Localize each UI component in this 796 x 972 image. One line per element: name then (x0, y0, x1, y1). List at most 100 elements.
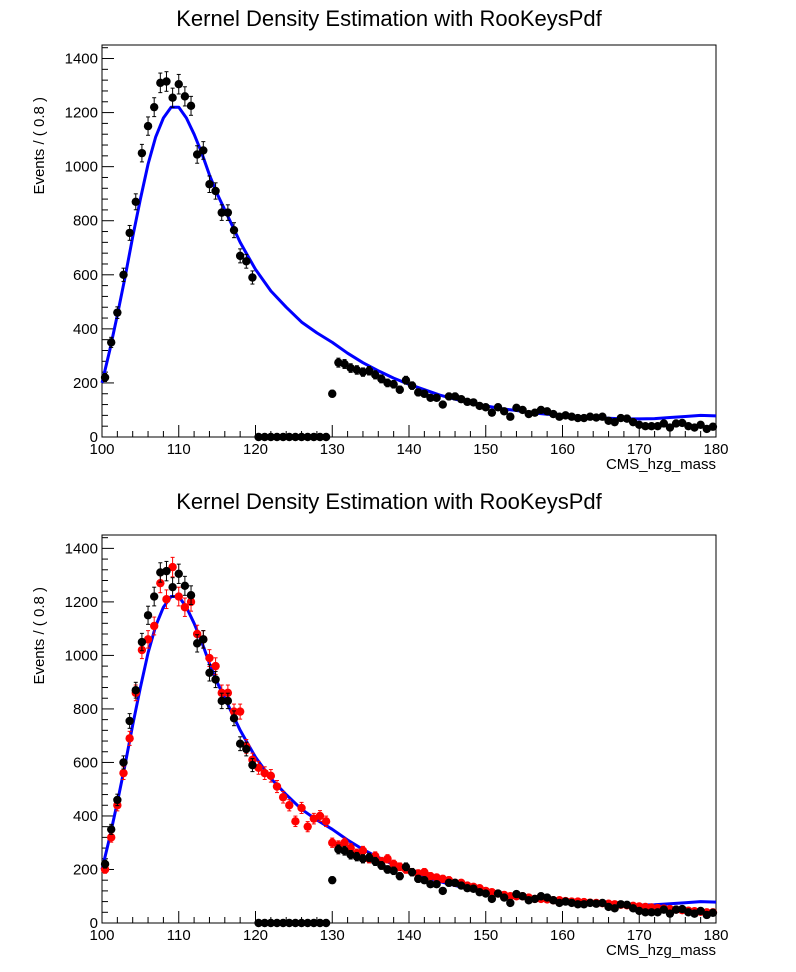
data-point (438, 400, 447, 409)
data-point (229, 225, 239, 235)
data-point (229, 714, 239, 723)
y-tick-label: 1400 (65, 51, 98, 68)
generated-point (291, 817, 300, 826)
data-point (131, 197, 140, 206)
data-point (518, 405, 527, 415)
data-point (168, 93, 177, 102)
data-point (340, 359, 349, 369)
data-point (493, 403, 503, 412)
data-point (315, 432, 325, 442)
data-point (248, 273, 257, 282)
data-point (125, 228, 134, 238)
data-point (487, 408, 497, 417)
data-point (499, 407, 509, 416)
x-tick-label: 120 (243, 927, 268, 944)
data-point (364, 853, 374, 862)
data-point (616, 900, 626, 909)
y-tick-label: 600 (73, 267, 98, 284)
data-point (235, 251, 245, 261)
generated-point (211, 661, 220, 671)
data-point (125, 716, 134, 726)
data-point (696, 906, 705, 916)
data-point (199, 146, 208, 155)
data-point (395, 871, 404, 881)
x-tick-label: 140 (396, 441, 421, 458)
generated-point (149, 621, 159, 631)
data-point (235, 739, 245, 748)
data-point (432, 393, 441, 402)
data-point (647, 421, 656, 431)
data-point (598, 898, 607, 908)
data-point (205, 180, 214, 189)
generated-point (340, 838, 349, 847)
generated-point (107, 833, 116, 842)
x-tick-label: 100 (89, 927, 114, 944)
data-point (186, 101, 196, 111)
data-point (573, 413, 583, 423)
data-point (444, 878, 454, 888)
x-tick-label: 180 (703, 927, 728, 944)
y-tick-label: 1000 (65, 159, 98, 176)
data-point (162, 77, 171, 86)
data-point (340, 846, 349, 855)
data-points-layer (100, 71, 718, 442)
data-point (469, 884, 478, 893)
data-point (487, 894, 497, 904)
data-point (137, 148, 147, 158)
data-point (309, 918, 319, 928)
data-point (260, 432, 269, 442)
x-tick-label: 110 (167, 927, 191, 944)
data-point (143, 121, 153, 131)
data-point (211, 675, 220, 684)
data-point (407, 867, 417, 877)
data-point (174, 80, 183, 89)
data-point (481, 889, 490, 898)
data-point (192, 639, 202, 648)
x-tick-label: 100 (89, 441, 114, 458)
data-point (328, 875, 337, 885)
data-point (592, 899, 601, 908)
data-point (162, 566, 171, 576)
generated-point (278, 793, 288, 802)
y-tick-label: 0 (90, 915, 98, 932)
data-point (303, 432, 312, 442)
x-tick-label: 130 (320, 927, 345, 944)
y-tick-label: 200 (73, 375, 98, 392)
generated-point (174, 592, 183, 601)
data-point (463, 884, 472, 893)
data-point (622, 414, 632, 423)
chart-title: Kernel Density Estimation with RooKeysPd… (176, 489, 602, 514)
plot-panel-top: Kernel Density Estimation with RooKeysPd… (31, 6, 729, 473)
data-point (401, 862, 411, 872)
y-tick-label: 1200 (65, 594, 98, 611)
data-point (297, 432, 306, 442)
data-point (297, 918, 306, 928)
data-point (438, 886, 447, 896)
y-tick-label: 600 (73, 754, 98, 771)
data-point (506, 412, 515, 421)
data-point (377, 374, 386, 384)
axis-ticks: 100 110 120 130 140 150 160 170 180 0 200 400 600 800… (65, 537, 729, 944)
x-tick-label: 140 (396, 927, 421, 944)
data-point (223, 208, 233, 217)
generated-point (315, 811, 325, 821)
y-tick-label: 1200 (65, 105, 98, 122)
data-point (321, 432, 331, 442)
data-point (647, 908, 656, 917)
data-point (585, 898, 595, 908)
data-point (149, 102, 159, 112)
data-point (254, 918, 263, 928)
data-point (291, 918, 300, 928)
y-tick-label: 400 (73, 808, 98, 825)
data-point (665, 909, 675, 918)
generated-point (168, 562, 177, 572)
data-point (266, 432, 276, 442)
generated-point (125, 734, 134, 743)
data-point (260, 918, 269, 928)
data-point (407, 381, 417, 390)
data-point (426, 880, 435, 889)
y-axis-label: Events / ( 0.8 ) (31, 587, 48, 685)
data-point (107, 825, 116, 834)
data-point (389, 380, 398, 389)
